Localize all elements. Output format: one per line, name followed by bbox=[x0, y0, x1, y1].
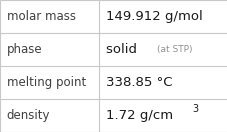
Bar bbox=[0, 0, 99, 33]
Text: solid: solid bbox=[106, 43, 145, 56]
Bar bbox=[99, 66, 227, 99]
Text: melting point: melting point bbox=[7, 76, 86, 89]
Text: molar mass: molar mass bbox=[7, 10, 76, 23]
Text: 1.72 g/cm: 1.72 g/cm bbox=[106, 109, 172, 122]
Text: phase: phase bbox=[7, 43, 42, 56]
Text: 3: 3 bbox=[192, 104, 198, 114]
Bar bbox=[99, 33, 227, 66]
Bar bbox=[0, 33, 99, 66]
Text: 149.912 g/mol: 149.912 g/mol bbox=[106, 10, 202, 23]
Text: 338.85 °C: 338.85 °C bbox=[106, 76, 172, 89]
Bar bbox=[0, 66, 99, 99]
Text: density: density bbox=[7, 109, 50, 122]
Text: (at STP): (at STP) bbox=[156, 45, 192, 54]
Bar bbox=[0, 99, 99, 132]
Bar bbox=[99, 0, 227, 33]
Bar bbox=[99, 99, 227, 132]
